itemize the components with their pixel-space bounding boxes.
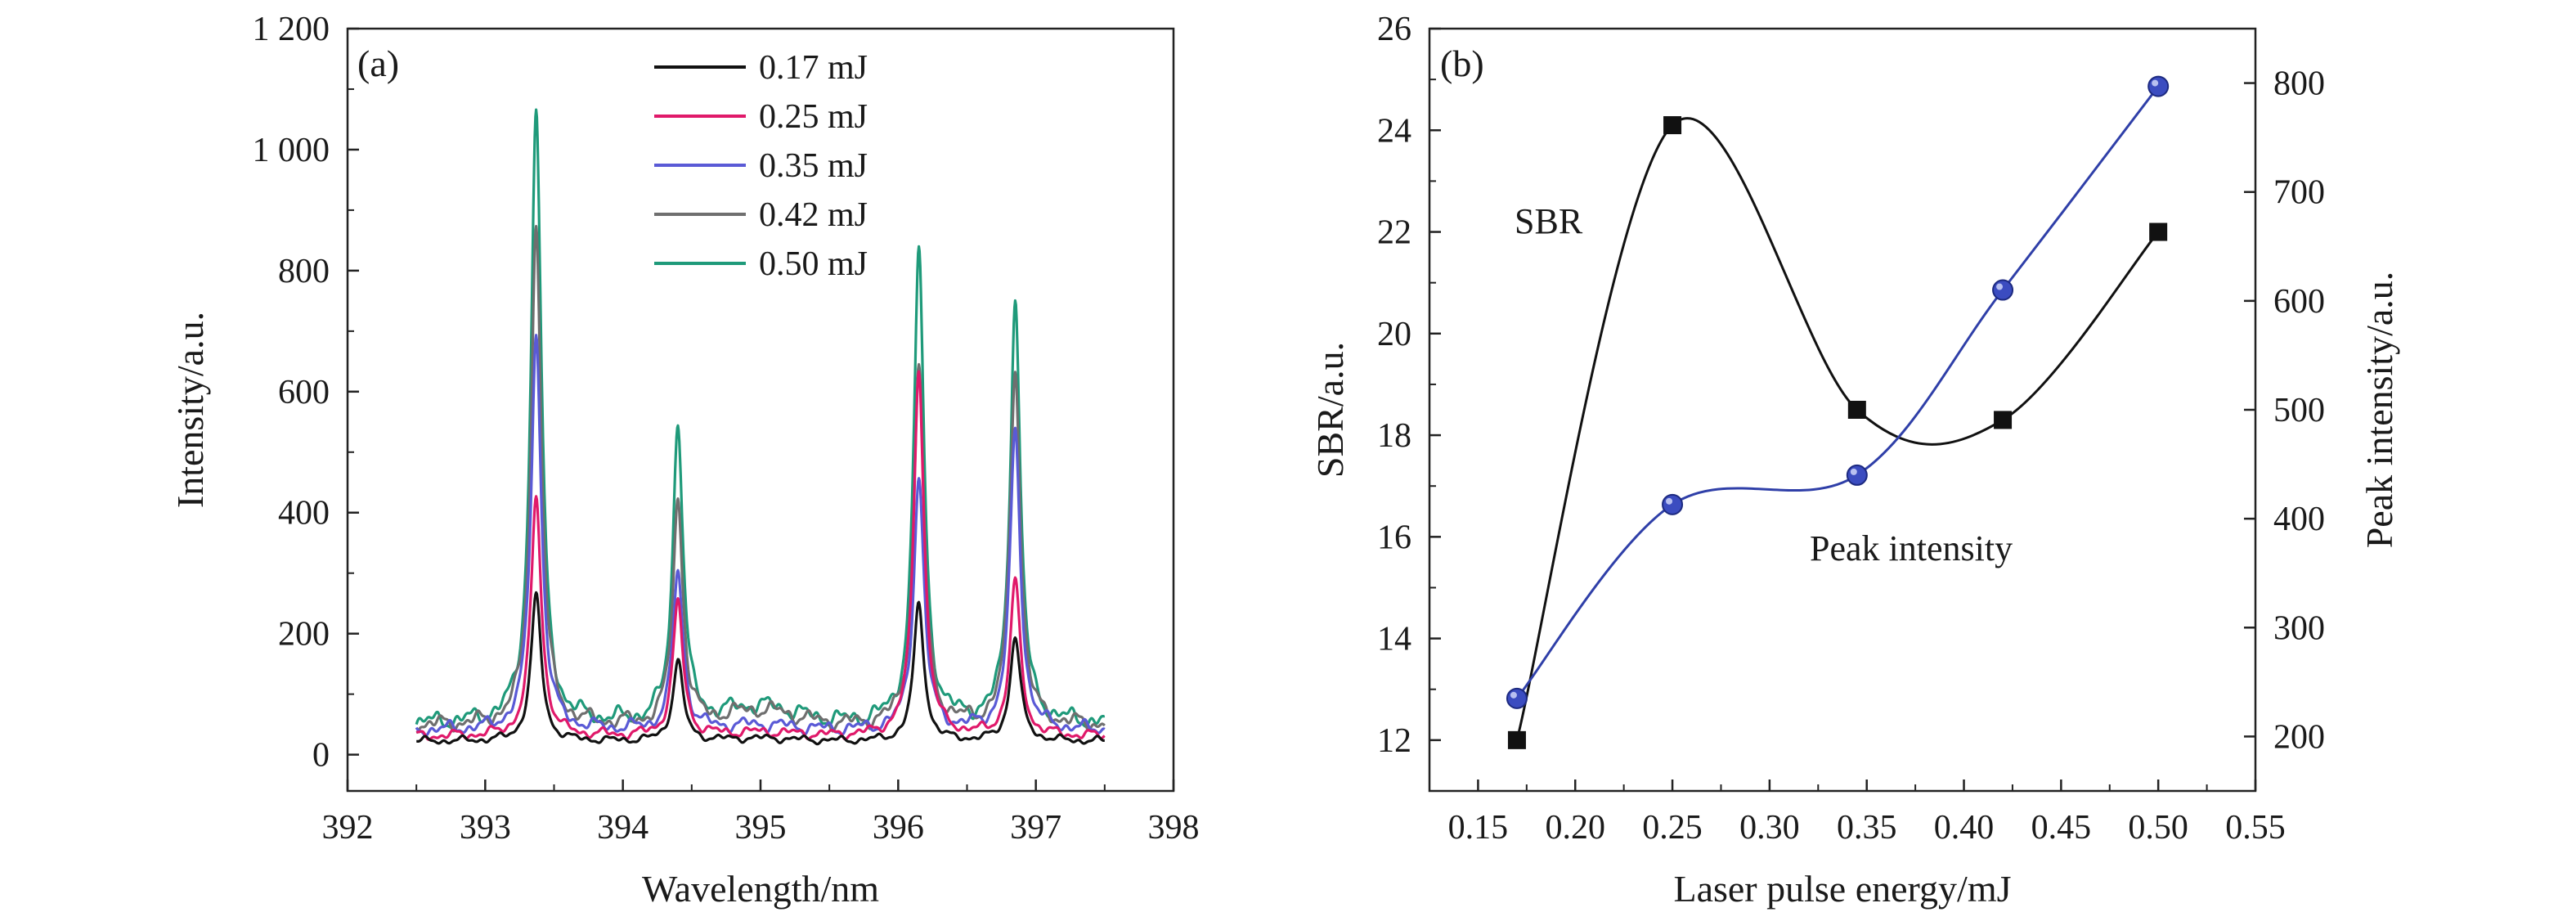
panel-a-legend: 0.17 mJ 0.25 mJ 0.35 mJ 0.42 mJ 0.50 mJ [654,49,868,283]
point-highlight [1996,283,2004,290]
legend-label: 0.50 mJ [759,245,868,283]
y2-tick-label: 600 [2273,283,2325,321]
panel-a-series-lines [415,108,1106,746]
y-tick-label: 14 [1377,621,1411,658]
panel-a-label: (a) [357,43,399,84]
panel-b-y2-axis-title: Peak intensity/a.u. [2358,272,2400,549]
point-highlight [1850,468,1857,475]
x-tick-label: 0.40 [1934,809,1995,847]
panel-b-label: (b) [1440,43,1484,84]
panel-a-y-axis-title: Intensity/a.u. [169,312,211,508]
y-tick-label: 22 [1377,214,1411,252]
peak-intensity-point [1662,493,1684,515]
sbr-curve [1515,117,2160,741]
spectrum-line-series [415,591,1106,746]
y-tick-label: 400 [278,495,330,532]
peak-intensity-point [1992,279,2014,301]
x-tick-label: 0.35 [1837,809,1897,847]
panel-b-y2-axis: 200 300 400 500 600 700 800 [2244,65,2325,756]
y2-tick-label: 200 [2273,718,2325,756]
panel-b-peak-intensity-annotation: Peak intensity [1810,528,2013,568]
spectrum-line-series [415,370,1106,741]
y-tick-label: 20 [1377,316,1411,353]
y-tick-label: 0 [312,737,330,775]
spectrum-line-series [415,225,1106,735]
x-tick-label: 0.20 [1545,809,1605,847]
legend-label: 0.25 mJ [759,98,868,136]
y-tick-label: 800 [278,253,330,290]
x-tick-label: 0.25 [1642,809,1703,847]
y-tick-label: 12 [1377,722,1411,760]
sbr-point [1663,116,1682,135]
x-tick-label: 0.50 [2128,809,2188,847]
y2-tick-label: 500 [2273,392,2325,429]
x-tick-label: 398 [1148,809,1200,847]
sbr-point [1847,401,1866,419]
y-tick-label: 600 [278,374,330,411]
panel-b-sbr-annotation: SBR [1515,201,1583,241]
panel-a-plot-frame [346,27,1175,793]
point-highlight [2152,79,2159,87]
peak-intensity-point [2147,75,2170,97]
panel-a-spectra-chart: (a) Wavelength/nm Intensity/a.u. 392 393 3… [169,11,1200,910]
panel-a-y-axis: 0 200 400 600 800 1 000 1 200 [253,11,359,775]
y-tick-label: 1 000 [253,132,330,169]
y-tick-label: 200 [278,616,330,654]
peak-intensity-curve [1515,85,2160,699]
panel-b-x-axis-title: Laser pulse energy/mJ [1673,868,2011,910]
x-tick-label: 392 [322,809,374,847]
x-tick-label: 393 [460,809,511,847]
y-tick-label: 16 [1377,519,1411,556]
panel-a-x-axis-title: Wavelength/nm [642,868,879,910]
panel-a-x-axis: 392 393 394 395 396 397 398 [322,779,1200,847]
sbr-point [1507,730,1526,749]
peak-intensity-point [1846,464,1868,486]
x-tick-label: 0.30 [1739,809,1800,847]
legend-label: 0.42 mJ [759,196,868,234]
y-tick-label: 26 [1377,11,1411,48]
panel-b-sbr-peak-chart: (b) Laser pulse energy/mJ SBR/a.u. Peak … [1309,11,2400,910]
panel-b-series-lines [1506,75,2170,749]
point-highlight [1510,691,1517,699]
x-tick-label: 397 [1010,809,1061,847]
legend-label: 0.17 mJ [759,49,868,87]
peak-intensity-point [1506,687,1528,709]
sbr-point [1994,411,2013,429]
panel-b-y-axis: 12 14 16 18 20 22 24 26 [1377,11,1441,792]
x-tick-label: 395 [735,809,787,847]
spectrum-line-series [415,334,1106,737]
legend-label: 0.35 mJ [759,147,868,185]
panel-b-plot-frame [1428,27,2257,793]
point-highlight [1666,497,1673,505]
x-tick-label: 394 [597,809,648,847]
y2-tick-label: 400 [2273,501,2325,538]
x-tick-label: 0.45 [2031,809,2092,847]
y2-tick-label: 800 [2273,65,2325,103]
y2-tick-label: 300 [2273,609,2325,647]
panel-b-x-axis: 0.15 0.20 0.25 0.30 0.35 0.40 0.45 0.50 0.55 [1448,779,2286,847]
y-tick-label: 18 [1377,417,1411,455]
y-tick-label: 24 [1377,112,1411,150]
y2-tick-label: 700 [2273,174,2325,212]
x-tick-label: 0.55 [2225,809,2286,847]
sbr-point [2149,222,2168,241]
y-tick-label: 1 200 [253,11,330,48]
x-tick-label: 0.15 [1448,809,1509,847]
spectrum-line-series [415,108,1106,729]
x-tick-label: 396 [873,809,924,847]
panel-b-y-axis-title: SBR/a.u. [1309,342,1351,478]
